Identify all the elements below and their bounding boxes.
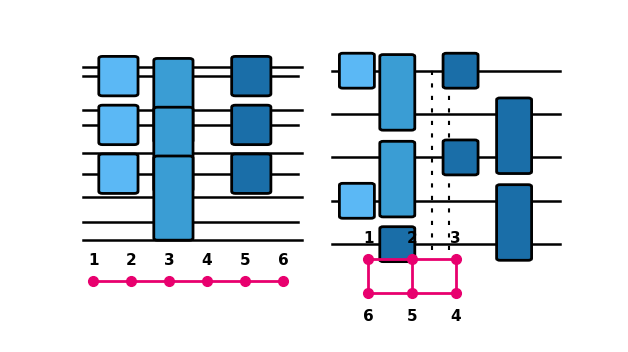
FancyBboxPatch shape: [380, 141, 414, 217]
Text: 1: 1: [88, 253, 99, 268]
FancyBboxPatch shape: [99, 105, 138, 145]
Text: 6: 6: [278, 253, 288, 268]
Text: 2: 2: [126, 253, 136, 268]
FancyBboxPatch shape: [497, 98, 531, 174]
Text: 5: 5: [406, 309, 417, 324]
FancyBboxPatch shape: [99, 154, 138, 194]
FancyBboxPatch shape: [232, 154, 271, 194]
FancyBboxPatch shape: [380, 227, 414, 262]
FancyBboxPatch shape: [154, 58, 193, 143]
FancyBboxPatch shape: [380, 55, 414, 130]
Text: 3: 3: [450, 231, 461, 246]
FancyBboxPatch shape: [497, 185, 531, 260]
Text: 4: 4: [450, 309, 461, 324]
FancyBboxPatch shape: [154, 107, 193, 191]
FancyBboxPatch shape: [443, 53, 478, 88]
Text: 5: 5: [240, 253, 251, 268]
FancyBboxPatch shape: [232, 56, 271, 96]
FancyBboxPatch shape: [339, 53, 374, 88]
Text: 6: 6: [363, 309, 374, 324]
FancyBboxPatch shape: [232, 105, 271, 145]
Text: 3: 3: [164, 253, 175, 268]
FancyBboxPatch shape: [443, 140, 478, 175]
Text: 4: 4: [202, 253, 212, 268]
FancyBboxPatch shape: [99, 56, 138, 96]
Text: 1: 1: [363, 231, 373, 246]
FancyBboxPatch shape: [339, 183, 374, 218]
FancyBboxPatch shape: [154, 156, 193, 240]
Text: 2: 2: [406, 231, 417, 246]
